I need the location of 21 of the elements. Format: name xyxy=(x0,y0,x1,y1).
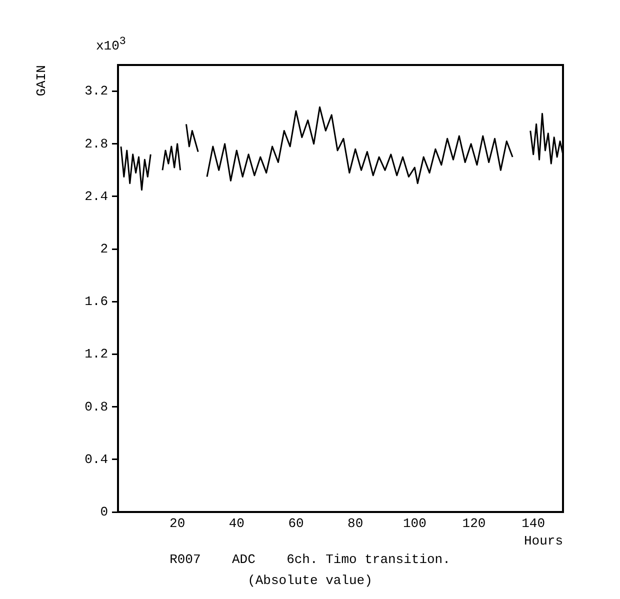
x-tick-label: 20 xyxy=(170,516,186,532)
x-tick-label: 80 xyxy=(348,516,364,532)
y-tick-label: 2.4 xyxy=(84,188,108,204)
x-tick-label: 100 xyxy=(402,516,426,532)
x-tick-label: 40 xyxy=(228,516,244,532)
y-axis-title: GAIN xyxy=(34,65,50,96)
text: x10$^{3}$ xyxy=(96,36,126,54)
x-tick-label: 120 xyxy=(462,516,486,532)
text: (Absolute value) xyxy=(246,573,374,588)
y-tick-label: 2 xyxy=(100,241,108,256)
y-tick-label: 2.8 xyxy=(84,136,108,152)
y-tick-label: 0.8 xyxy=(84,399,108,414)
y-tick-label: 1.6 xyxy=(84,294,108,310)
y-tick-label: 3.2 xyxy=(84,84,108,99)
x-tick-label: 60 xyxy=(288,516,304,532)
y-tick-label: 0 xyxy=(100,504,108,520)
text: R007 ADC 6ch. Timo transition. xyxy=(168,552,452,567)
x-axis-title: Hours xyxy=(524,534,563,549)
y-tick-label: 1.2 xyxy=(84,346,108,362)
y-tick-label: 0.4 xyxy=(84,452,108,467)
x-tick-label: 140 xyxy=(522,516,546,532)
